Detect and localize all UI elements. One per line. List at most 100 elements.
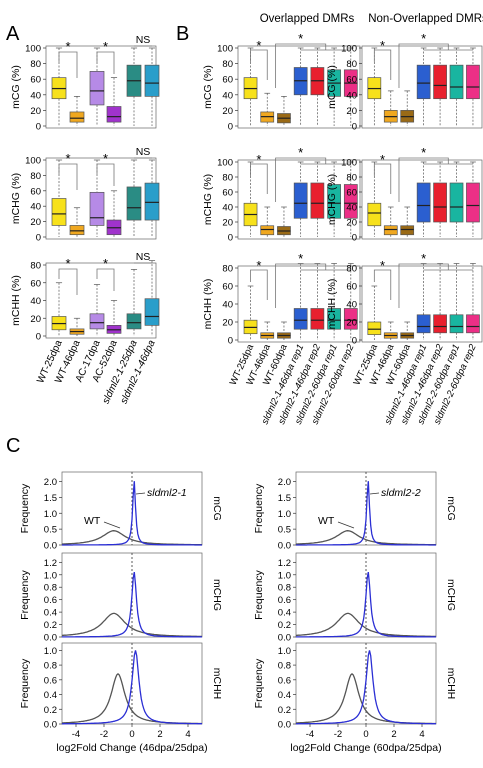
- b-non_overlapped-row1-box: [416, 64, 431, 100]
- c-col1-row1-ylabel: Frequency: [19, 483, 31, 533]
- c-col1-row3-mutant-curve: [62, 650, 202, 725]
- b-non_overlapped-row3-box: [449, 314, 464, 334]
- c-col2-row1-ylabel: Frequency: [253, 483, 265, 533]
- c-col2-row2-ytick-label: 0.6: [278, 595, 291, 606]
- b-bracket-group: [398, 263, 449, 308]
- c-col2-row3-ytick-label: 1.0: [278, 646, 291, 657]
- c-col2-row3-xtick-label: 0: [363, 729, 368, 740]
- c-col1-row3-ytick-label: 0.0: [44, 720, 57, 731]
- b-overlapped-row2-box: [343, 184, 358, 219]
- b-bracket: [250, 269, 268, 300]
- a-row3-box: [89, 313, 105, 330]
- b-non_overlapped-row3-box: [466, 314, 480, 334]
- c-col1-row2-ytick-label: 0.6: [44, 595, 57, 606]
- c-col2-row1-ytick-label: 1.5: [278, 493, 291, 504]
- b-non_overlapped-row2-ytick-label: 40: [346, 203, 357, 214]
- b-non_overlapped-row2-box: [400, 225, 415, 236]
- b-bracket-group: [275, 157, 327, 202]
- b-non_overlapped-row1-ytick-label: 0: [352, 122, 357, 133]
- c-col1-row3-ytick-label: 0.6: [44, 675, 57, 686]
- a-row2-ytick-label: 80: [30, 171, 41, 182]
- b-overlapped-row2-frame: [237, 159, 361, 240]
- c-col1-row3-ytick-label: 0.4: [44, 690, 57, 701]
- c-col1-row1-ytick-label: 2.0: [44, 477, 57, 488]
- a-row1-ylabel: mCG (%): [10, 65, 22, 109]
- panel-label-a: A: [6, 23, 20, 45]
- c-col2-row3-ytick-label: 0.4: [278, 690, 291, 701]
- c-col2-row2-context: mCHG: [445, 579, 457, 611]
- c-col2-row3-ytick-label: 0.6: [278, 675, 291, 686]
- a-sig-ns: NS: [136, 251, 151, 263]
- panel-label-c: C: [6, 435, 20, 457]
- c-col1-row1-wt-label: WT: [84, 515, 101, 527]
- b-overlapped-row2-ylabel: mCHG (%): [202, 174, 214, 225]
- b-bracket: [373, 49, 392, 80]
- b-bracket-group: [398, 43, 449, 88]
- c-col2-row2-ytick-label: 0.8: [278, 583, 291, 594]
- c-col2-row3-xlabel: log2Fold Change (60dpa/25dpa): [290, 742, 441, 754]
- c-col2-row3-xtick-label: -4: [306, 729, 314, 740]
- a-row1-ytick-label: 40: [30, 90, 41, 101]
- b-bracket: [250, 163, 268, 194]
- b-sig-star: *: [380, 38, 385, 53]
- c-col1-row2-ytick-label: 0.2: [44, 620, 57, 631]
- c-col2-row3-context: mCHH: [445, 668, 457, 700]
- b-overlapped-row1-ytick-label: 0: [228, 122, 233, 133]
- b-non_overlapped-row2-ytick-label: 20: [346, 218, 357, 229]
- c-col2-row1-ytick-label: 0.5: [278, 525, 291, 536]
- b-bracket-group: [275, 43, 327, 88]
- a-sig-star: *: [65, 39, 70, 54]
- b-overlapped-row2-ytick-label: 20: [222, 218, 233, 229]
- c-col2-row3-xtick-label: -2: [334, 729, 342, 740]
- b-overlapped-row3-box: [343, 308, 358, 330]
- c-col1-row2-ylabel: Frequency: [19, 569, 31, 619]
- b-overlapped-row1-ylabel: mCG (%): [202, 65, 214, 109]
- b-overlapped-row3-ytick-label: 0: [228, 336, 233, 347]
- b-non_overlapped-row1-ytick-label: 100: [341, 44, 357, 55]
- b-non_overlapped-row1-frame: [361, 45, 483, 129]
- b-overlapped-row2-ytick-label: 60: [222, 188, 233, 199]
- b-overlapped-row2-box: [310, 182, 325, 219]
- b-sig-star: *: [380, 152, 385, 167]
- b-sig-star: *: [298, 145, 303, 160]
- a-row1-ytick-label: 60: [30, 75, 41, 86]
- c-col1-row1-mutant-pointer: [135, 492, 146, 495]
- a-bracket: [96, 51, 115, 74]
- b-non_overlapped-row2-ytick-label: 80: [346, 173, 357, 184]
- c-col1-row2-ytick-label: 1.0: [44, 570, 57, 581]
- a-sig-ns: NS: [136, 34, 151, 46]
- a-row2-box: [69, 225, 85, 236]
- c-col2-row3-ytick-label: 0.8: [278, 661, 291, 672]
- b-non_overlapped-row2-ytick-label: 100: [341, 158, 357, 169]
- b-non_overlapped-row2-ytick-label: 0: [352, 233, 357, 244]
- c-col2-row3-ytick-label: 0.0: [278, 720, 291, 731]
- c-col2-row3-ytick-label: 0.2: [278, 705, 291, 716]
- c-col1-row1-ytick-label: 1.0: [44, 509, 57, 520]
- b-sig-star: *: [256, 258, 261, 273]
- b-non_overlapped-row3-box: [433, 314, 447, 334]
- b-non_overlapped-row1-box: [449, 64, 464, 100]
- panel-label-b: B: [176, 23, 189, 45]
- c-col1-row3-xtick-label: 0: [129, 729, 134, 740]
- b-non_overlapped-row1-box: [433, 64, 447, 100]
- b-overlapped-row1-frame: [237, 45, 361, 129]
- c-col1-row3-ytick-label: 0.8: [44, 661, 57, 672]
- a-bracket: [58, 51, 78, 78]
- c-col1-row1-wt-pointer: [103, 521, 121, 529]
- b-overlapped-row1-ytick-label: 20: [222, 106, 233, 117]
- b-non_overlapped-row3-ytick-label: 40: [346, 300, 357, 311]
- a-row1-box: [106, 106, 122, 123]
- b-sig-star: *: [421, 31, 426, 46]
- a-row1-box: [89, 71, 105, 106]
- a-row2-ytick-label: 0: [36, 233, 41, 244]
- a-row3-box: [126, 313, 142, 330]
- a-row3-ytick-label: 40: [30, 296, 41, 307]
- b-group-title-overlapped: Overlapped DMRs: [260, 13, 355, 25]
- a-row2-box: [126, 186, 142, 221]
- b-non_overlapped-row3-ytick-label: 80: [346, 264, 357, 275]
- c-col2-row1-ytick-label: 1.0: [278, 509, 291, 520]
- b-overlapped-row2-ytick-label: 80: [222, 173, 233, 184]
- b-overlapped-row3-ytick-label: 40: [222, 300, 233, 311]
- b-bracket: [373, 163, 392, 194]
